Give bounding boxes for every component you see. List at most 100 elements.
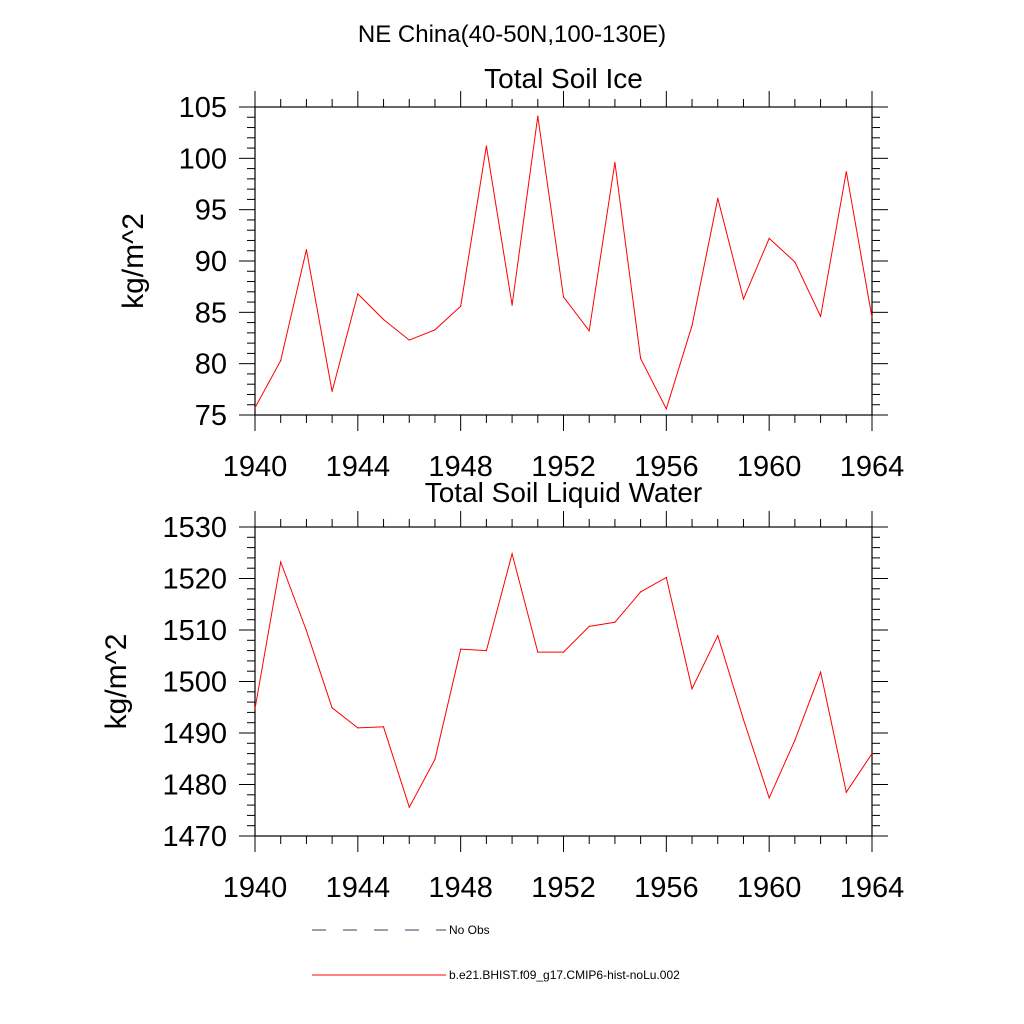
data-point [460,648,462,650]
data-point [537,115,539,117]
data-point [562,296,565,298]
x-tick-label: 1956 [634,451,699,483]
data-point [408,339,410,341]
data-point [280,359,282,362]
data-point [717,635,719,637]
x-tick-label: 1948 [428,451,493,483]
chart-title: Total Soil Ice [484,63,643,94]
data-point [357,727,359,729]
y-tick-label: 1530 [162,512,227,544]
x-tick-label: 1956 [634,872,699,904]
data-point [357,293,359,295]
series-points [254,553,873,808]
data-point [331,707,333,709]
series-line-1 [254,116,873,411]
y-tick-label: 1510 [162,615,227,647]
legend-label: No Obs [449,923,490,937]
data-point [640,357,642,360]
data-point [665,576,667,579]
data-point [485,650,487,652]
x-tick-label: 1940 [223,451,288,483]
legend-entry: No Obs [312,923,490,937]
x-tick-label: 1960 [737,451,802,483]
y-axis-ticks: 75 80 85 90 95 100 105 [179,92,888,432]
data-point [408,806,410,808]
plot-frame [254,106,873,416]
data-point [640,591,642,593]
data-point [794,739,796,741]
data-point [665,408,667,410]
data-point [305,629,308,632]
series-points [254,115,873,410]
x-tick-label: 1964 [840,872,905,904]
y-tick-label: 80 [195,349,227,381]
y-tick-label: 105 [179,92,227,124]
data-point [254,407,256,409]
data-point [614,621,616,623]
data-point [845,171,847,173]
data-point [485,145,487,147]
y-tick-label: 1500 [162,667,227,699]
data-point [460,305,462,307]
data-point [511,553,513,555]
data-point [382,726,385,728]
series-line-1 [254,551,873,809]
data-point [588,625,590,627]
x-tick-label: 1940 [223,872,288,904]
data-point [588,330,590,332]
y-axis-label: kg/m^2 [100,634,133,730]
data-point [562,651,565,653]
x-tick-label: 1964 [840,451,905,483]
data-point [819,671,822,673]
x-tick-label: 1952 [531,872,596,904]
data-point [691,325,693,327]
legend: No Obs b.e21.BHIST.f09_g17.CMIP6-hist-noL… [312,923,680,982]
data-point [871,316,873,319]
data-point [614,161,616,164]
data-point [742,719,745,721]
y-tick-label: 75 [195,400,227,432]
x-tick-label: 1944 [326,451,391,483]
data-point [819,315,822,318]
data-point [768,797,770,799]
data-point [537,651,539,653]
data-point [691,688,693,690]
data-point [434,329,436,331]
data-point [871,753,873,755]
data-point [254,708,256,710]
plot-frame [254,526,873,837]
data-point [305,249,308,251]
y-tick-label: 85 [195,297,227,329]
y-tick-label: 1490 [162,718,227,750]
y-tick-label: 90 [195,246,227,278]
data-point [768,237,770,240]
x-tick-label: 1960 [737,872,802,904]
data-point [717,197,719,199]
figure-title: NE China(40-50N,100-130E) [358,21,666,48]
data-point [845,791,847,793]
data-point [511,304,513,306]
y-tick-label: 1480 [162,770,227,802]
x-tick-label: 1948 [428,872,493,904]
x-axis-ticks: 1940 1944 1948 1952 1956 1960 1964 [223,91,905,483]
data-point [794,261,796,263]
y-tick-label: 100 [179,143,227,175]
data-point [331,390,333,392]
x-axis-ticks: 1940 1944 1948 1952 1956 1960 1964 [223,511,905,904]
y-tick-label: 1470 [162,821,227,853]
legend-entry: b.e21.BHIST.f09_g17.CMIP6-hist-noLu.002 [312,968,680,982]
y-tick-label: 95 [195,195,227,227]
data-point [742,298,745,300]
chart-title: Total Soil Liquid Water [425,477,703,508]
data-point [280,561,282,563]
x-tick-label: 1944 [326,872,391,904]
y-axis-label: kg/m^2 [117,213,150,309]
data-point [382,318,385,321]
y-tick-label: 1520 [162,564,227,596]
legend-label: b.e21.BHIST.f09_g17.CMIP6-hist-noLu.002 [449,968,680,982]
data-point [434,758,436,760]
